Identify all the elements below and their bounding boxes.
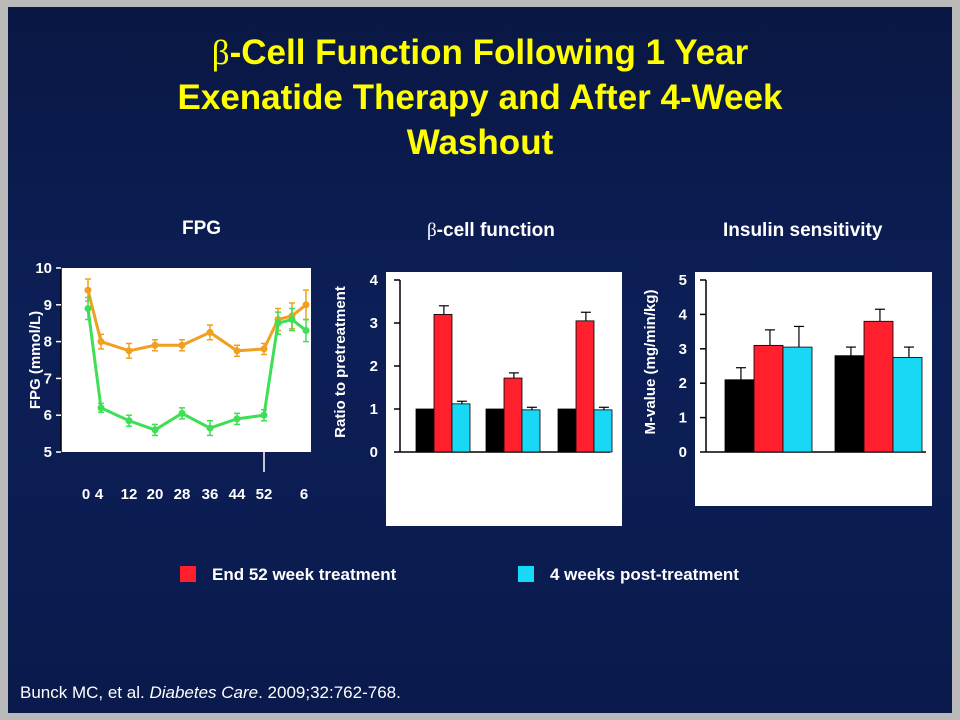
fpg-y-axis-label: FPG (mmol/L) xyxy=(27,311,44,409)
beta-cell-bar-black xyxy=(485,408,505,453)
beta-cell-chart-title: β-cell function xyxy=(427,220,555,241)
fpg-plot-area xyxy=(61,268,311,452)
insulin-bar-red xyxy=(863,320,894,453)
fpg-point-green xyxy=(125,417,133,425)
fpg-point-green xyxy=(288,316,296,324)
title-line-2: Exenatide Therapy and After 4-Week xyxy=(177,78,783,117)
insulin-y-tick-label: 0 xyxy=(679,444,687,461)
category-superscript: nd xyxy=(583,482,595,493)
beta-glyph: β xyxy=(427,220,437,241)
fpg-point-green xyxy=(151,426,159,434)
fpg-x-tick-label: 4 xyxy=(95,486,104,503)
fpg-x-tick-label: 12 xyxy=(121,486,138,503)
insulin-bar-black xyxy=(724,379,755,453)
fpg-point-orange xyxy=(233,347,241,355)
insulin-bar-red xyxy=(753,344,784,453)
legend-label-post-treatment: 4 weeks post-treatment xyxy=(550,565,739,584)
fpg-point-orange xyxy=(302,301,310,309)
fpg-point-green xyxy=(178,409,186,417)
beta-glyph: β xyxy=(211,33,230,72)
fpg-y-tick-label: 8 xyxy=(44,334,52,351)
fpg-point-orange xyxy=(206,328,214,336)
fpg-x-tick-label: 52 xyxy=(256,486,273,503)
fpg-x-tick-label: 20 xyxy=(147,486,164,503)
insulin-category-label: Glargine xyxy=(848,484,909,501)
fpg-point-green xyxy=(233,415,241,423)
category-superscript: st xyxy=(513,482,523,493)
fpg-x-tick-label: 28 xyxy=(174,486,191,503)
legend-swatch-cyan xyxy=(518,566,534,582)
insulin-y-tick-label: 3 xyxy=(679,341,687,358)
fpg-y-tick-label: 7 xyxy=(44,370,52,387)
beta-cell-y-tick-label: 0 xyxy=(370,444,378,461)
legend-swatch-red xyxy=(180,566,196,582)
fpg-y-tick-label: 9 xyxy=(44,297,52,314)
insulin-y-tick-label: 5 xyxy=(679,272,687,289)
beta-cell-y-tick-label: 4 xyxy=(370,272,379,289)
category-subscript: arg xyxy=(448,493,464,504)
beta-cell-bar-red xyxy=(575,320,595,453)
citation-journal: Diabetes Care xyxy=(149,683,259,702)
fpg-x-tick-label: 44 xyxy=(229,486,246,503)
beta-cell-bar-black xyxy=(415,408,435,453)
insulin-sensitivity-chart-title: Insulin sensitivity xyxy=(723,220,883,241)
title-line-3: Washout xyxy=(406,123,554,162)
slide-title: β-Cell Function Following 1 Year Exenati… xyxy=(0,30,960,165)
citation-ref: . 2009;32:762-768. xyxy=(258,683,401,702)
insulin-y-axis-label: M-value (mg/min/kg) xyxy=(642,289,659,434)
beta-cell-bar-cyan xyxy=(521,409,541,453)
fpg-point-orange xyxy=(151,341,159,349)
fpg-point-green xyxy=(274,319,282,327)
title-line-1: β-Cell Function Following 1 Year xyxy=(211,33,749,72)
fpg-point-orange xyxy=(178,341,186,349)
beta-cell-bar-cyan xyxy=(451,403,471,453)
fpg-point-green xyxy=(84,304,92,312)
insulin-y-tick-label: 4 xyxy=(679,306,688,323)
beta-cell-bar-cyan xyxy=(593,409,613,453)
fpg-x-tick-label: 0 xyxy=(82,486,90,503)
fpg-point-green xyxy=(97,404,105,412)
fpg-y-tick-label: 10 xyxy=(35,260,52,277)
insulin-bar-black xyxy=(834,355,865,453)
insulin-y-tick-label: 1 xyxy=(679,410,687,427)
citation: Bunck MC, et al. Diabetes Care. 2009;32:… xyxy=(20,683,401,703)
fpg-point-green xyxy=(302,327,310,335)
insulin-category-label: Exenatide xyxy=(733,484,804,501)
fpg-point-orange xyxy=(97,338,105,346)
fpg-y-tick-label: 5 xyxy=(44,444,52,461)
beta-cell-bar-black xyxy=(557,408,577,453)
fpg-point-green xyxy=(206,424,214,432)
fpg-point-orange xyxy=(260,345,268,353)
beta-cell-category-label-line2: phase xyxy=(491,506,534,523)
insulin-y-tick-label: 2 xyxy=(679,375,687,392)
beta-cell-bar-red xyxy=(503,377,523,453)
fpg-y-tick-label: 6 xyxy=(44,407,52,424)
beta-cell-y-tick-label: 2 xyxy=(370,358,378,375)
fpg-point-orange xyxy=(84,286,92,294)
beta-cell-y-tick-label: 1 xyxy=(370,401,378,418)
insulin-bar-cyan xyxy=(892,356,923,453)
beta-cell-bar-red xyxy=(433,313,453,453)
citation-authors: Bunck MC, et al. xyxy=(20,683,150,702)
fpg-point-green xyxy=(260,411,268,419)
legend-label-end-treatment: End 52 week treatment xyxy=(212,565,397,584)
fpg-x-tick-label: 36 xyxy=(202,486,219,503)
beta-cell-y-axis-label: Ratio to pretreatment xyxy=(332,286,349,438)
fpg-chart-title: FPG xyxy=(182,218,222,239)
beta-cell-y-tick-label: 3 xyxy=(370,315,378,332)
fpg-point-orange xyxy=(125,347,133,355)
beta-cell-category-label-line2: phase xyxy=(563,506,606,523)
insulin-bar-cyan xyxy=(782,346,813,453)
fpg-x-tick-label: 6 xyxy=(300,486,308,503)
